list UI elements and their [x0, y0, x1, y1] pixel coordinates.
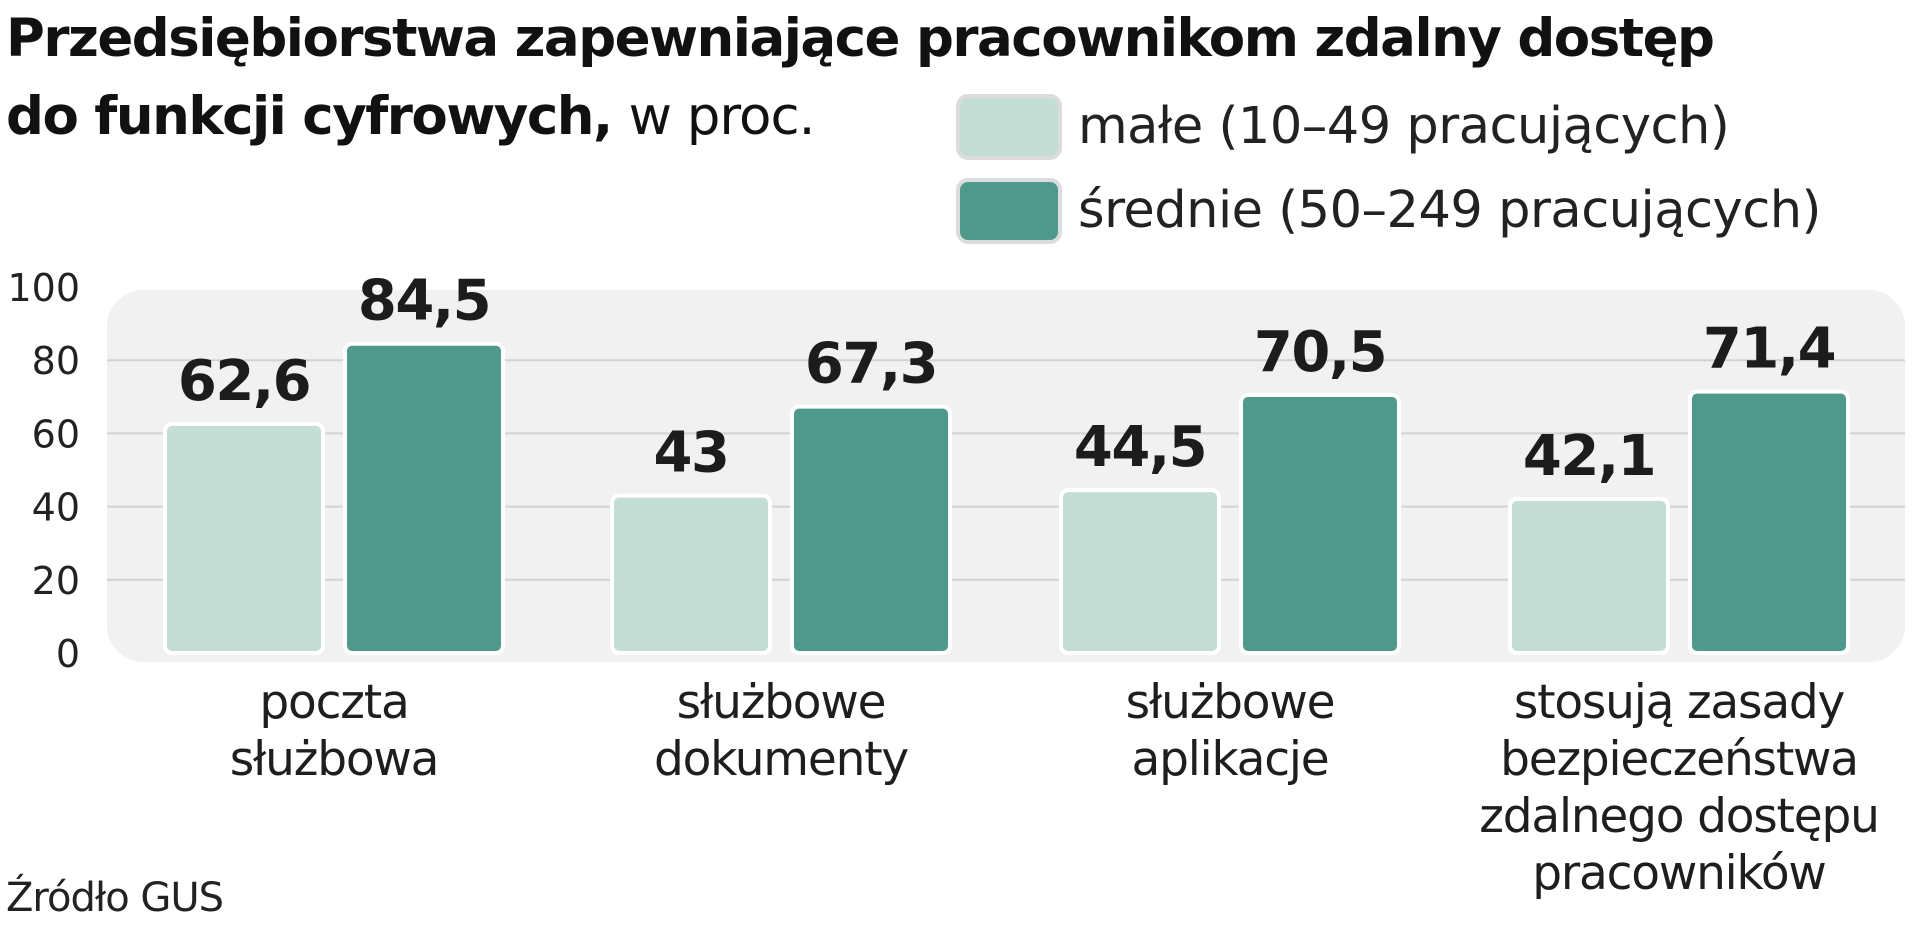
value-labels: 62,6 84,5 43 67,3 44,5 70,5 42,1 71,4: [178, 269, 1837, 489]
category-label-1-line-1: dokumenty: [654, 732, 908, 787]
legend-swatch-medium: [960, 182, 1058, 240]
chart-title-line-2: do funkcji cyfrowych,: [6, 86, 613, 147]
bar-small-1: [610, 493, 772, 655]
chart-unit: w proc.: [628, 86, 816, 147]
value-label-small-1: 43: [654, 421, 729, 486]
y-tick-label-20: 20: [32, 559, 80, 603]
value-label-medium-3: 71,4: [1703, 317, 1835, 382]
legend-swatch-small: [960, 98, 1058, 156]
category-label-3-line-0: stosują zasady: [1514, 675, 1845, 730]
y-tick-label-60: 60: [32, 412, 80, 456]
value-label-small-2: 44,5: [1074, 415, 1206, 480]
bar-small-3: [1508, 496, 1670, 655]
category-label-0-line-1: służbowa: [230, 732, 439, 787]
chart-title-second-line: do funkcji cyfrowych, w proc.: [6, 90, 815, 143]
y-tick-label-100: 100: [7, 266, 80, 310]
value-label-small-3: 42,1: [1523, 424, 1655, 489]
legend-label-small: małe (10–49 pracujących): [1078, 97, 1730, 156]
category-label-3-line-3: pracowników: [1532, 846, 1825, 901]
bar-medium-1: [790, 404, 952, 655]
category-label-3-line-1: bezpieczeństwa: [1500, 732, 1858, 787]
plot-background: [107, 290, 1905, 662]
bar-small-0: [163, 421, 325, 655]
category-label-0-line-0: poczta: [259, 675, 408, 730]
value-label-small-0: 62,6: [178, 349, 310, 414]
legend-label-medium: średnie (50–249 pracujących): [1078, 181, 1821, 240]
y-tick-label-80: 80: [32, 339, 80, 383]
chart-title: Przedsiębiorstwa zapewniające pracowniko…: [6, 12, 1715, 65]
value-label-medium-2: 70,5: [1254, 320, 1386, 385]
value-label-medium-0: 84,5: [358, 269, 490, 334]
value-label-medium-1: 67,3: [805, 332, 937, 397]
category-label-2-line-0: służbowe: [1126, 675, 1335, 730]
source-note: Źródło GUS: [6, 875, 224, 921]
category-label-2-line-1: aplikacje: [1132, 732, 1329, 787]
y-axis-labels: 0 20 40 60 80 100: [7, 266, 80, 676]
bar-medium-2: [1239, 392, 1401, 655]
category-label-1-line-0: służbowe: [677, 675, 886, 730]
y-tick-label-0: 0: [56, 632, 80, 676]
category-label-3-line-2: zdalnego dostępu: [1479, 789, 1878, 844]
bar-small-2: [1059, 488, 1221, 655]
y-tick-label-40: 40: [32, 486, 80, 530]
chart-title-line-1: Przedsiębiorstwa zapewniające pracowniko…: [6, 8, 1715, 69]
bars: [163, 341, 1850, 655]
category-labels: pocztasłużbowasłużbowedokumentysłużbowea…: [230, 675, 1880, 901]
bar-medium-0: [343, 341, 505, 655]
bar-medium-3: [1688, 389, 1850, 655]
